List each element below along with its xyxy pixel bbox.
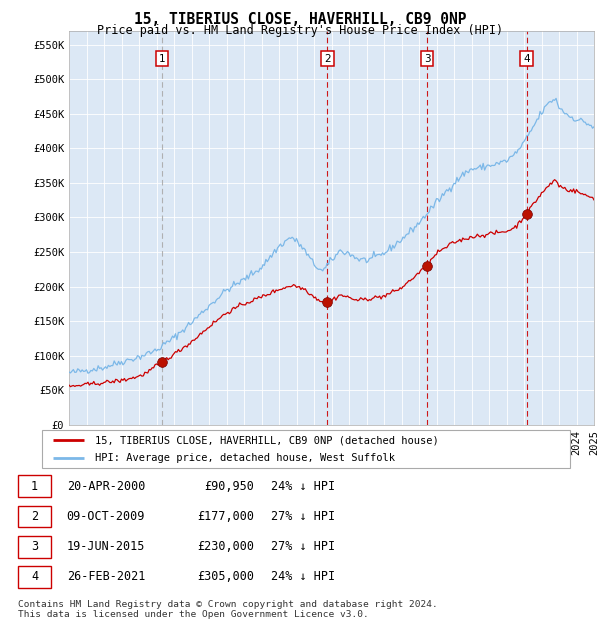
Text: 09-OCT-2009: 09-OCT-2009 — [67, 510, 145, 523]
Text: 2: 2 — [324, 53, 331, 64]
FancyBboxPatch shape — [42, 430, 570, 468]
Text: HPI: Average price, detached house, West Suffolk: HPI: Average price, detached house, West… — [95, 453, 395, 463]
Text: Contains HM Land Registry data © Crown copyright and database right 2024.: Contains HM Land Registry data © Crown c… — [18, 600, 438, 609]
Text: 3: 3 — [31, 540, 38, 553]
Text: 27% ↓ HPI: 27% ↓ HPI — [271, 510, 335, 523]
FancyBboxPatch shape — [18, 536, 51, 557]
Text: 24% ↓ HPI: 24% ↓ HPI — [271, 480, 335, 493]
Text: £305,000: £305,000 — [197, 570, 254, 583]
Text: 24% ↓ HPI: 24% ↓ HPI — [271, 570, 335, 583]
Text: 2: 2 — [31, 510, 38, 523]
Text: This data is licensed under the Open Government Licence v3.0.: This data is licensed under the Open Gov… — [18, 610, 369, 619]
Text: 19-JUN-2015: 19-JUN-2015 — [67, 540, 145, 553]
FancyBboxPatch shape — [18, 506, 51, 528]
Text: 15, TIBERIUS CLOSE, HAVERHILL, CB9 0NP: 15, TIBERIUS CLOSE, HAVERHILL, CB9 0NP — [134, 12, 466, 27]
Text: 26-FEB-2021: 26-FEB-2021 — [67, 570, 145, 583]
FancyBboxPatch shape — [18, 476, 51, 497]
Text: £90,950: £90,950 — [204, 480, 254, 493]
Text: £230,000: £230,000 — [197, 540, 254, 553]
Text: 4: 4 — [31, 570, 38, 583]
Text: 15, TIBERIUS CLOSE, HAVERHILL, CB9 0NP (detached house): 15, TIBERIUS CLOSE, HAVERHILL, CB9 0NP (… — [95, 435, 439, 445]
Text: Price paid vs. HM Land Registry's House Price Index (HPI): Price paid vs. HM Land Registry's House … — [97, 24, 503, 37]
Text: 20-APR-2000: 20-APR-2000 — [67, 480, 145, 493]
Text: 27% ↓ HPI: 27% ↓ HPI — [271, 540, 335, 553]
Text: 3: 3 — [424, 53, 430, 64]
Text: 4: 4 — [523, 53, 530, 64]
FancyBboxPatch shape — [18, 566, 51, 588]
Text: 1: 1 — [31, 480, 38, 493]
Text: 1: 1 — [158, 53, 165, 64]
Text: £177,000: £177,000 — [197, 510, 254, 523]
